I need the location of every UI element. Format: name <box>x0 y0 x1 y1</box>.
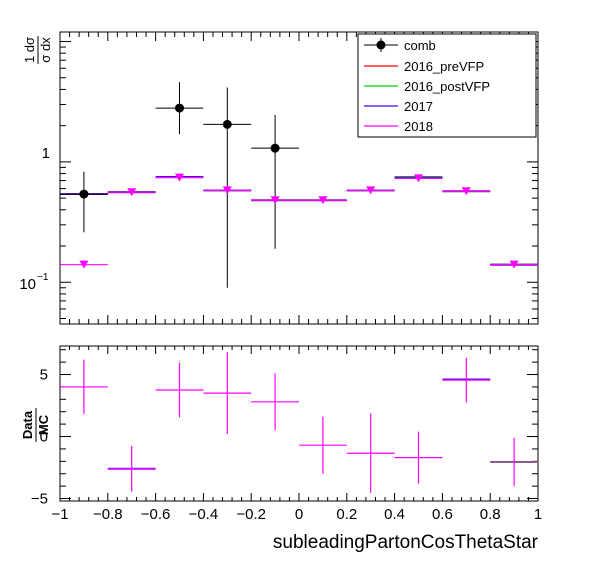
bottom-ylabel-denominator: MC <box>36 414 51 435</box>
top-comb-points <box>60 82 299 288</box>
xtick-label: −1 <box>51 506 68 523</box>
marker-2018-triangle <box>414 174 423 183</box>
top-ytick-0.1-base: 10 <box>19 276 36 293</box>
xtick-label: −0.4 <box>189 506 219 523</box>
legend: comb 2016_preVFP 2016_postVFP 2017 2018 <box>357 33 537 138</box>
top-panel: 1 10 −1 1 dσ σ dx comb 2016_preVFP <box>19 31 539 325</box>
top-2018-markers <box>60 173 538 269</box>
marker-2018-triangle <box>318 196 328 205</box>
top-ytick-0.1-exp: −1 <box>37 272 49 283</box>
top-ylabel-numerator: 1 dσ <box>22 37 37 63</box>
top-ytick-1: 1 <box>42 145 50 162</box>
bottom-xtick-labels: −1 −0.8 −0.6 −0.4 −0.2 0 0.2 0.4 0.6 0.8 1 <box>51 506 542 523</box>
bottom-ylabel: Data MC <box>20 408 51 442</box>
bottom-ylabel-numerator: Data <box>20 410 35 439</box>
bottom-ytick-labels: −5 0 5 <box>31 367 48 508</box>
comb-point <box>222 119 232 129</box>
legend-2016-postvfp-label: 2016_postVFP <box>404 79 490 94</box>
comb-point <box>270 143 280 153</box>
xtick-label: 0.6 <box>432 506 453 523</box>
marker-2018-triangle <box>175 173 184 182</box>
xtick-label: −0.6 <box>141 506 171 523</box>
legend-entry-comb: comb <box>364 38 436 53</box>
x-axis-label: subleadingPartonCosThetaStar <box>273 532 539 553</box>
top-axis-ticks <box>59 32 539 324</box>
marker-2018-triangle <box>270 196 280 205</box>
legend-entry-2016-postvfp: 2016_postVFP <box>364 79 490 94</box>
top-ylabel: 1 dσ σ dx <box>22 36 53 64</box>
marker-2018-triangle <box>366 186 376 195</box>
top-ytick-0.1: 10 −1 <box>19 272 49 293</box>
legend-entry-2016-prevfp: 2016_preVFP <box>364 59 484 74</box>
xtick-label: 1 <box>534 506 542 523</box>
top-ylabel-denominator: σ dx <box>38 37 53 63</box>
bottom-ytick-label: 0 <box>40 429 48 446</box>
comb-point <box>79 189 89 199</box>
xtick-label: 0.8 <box>480 506 501 523</box>
marker-2018-triangle <box>509 260 519 269</box>
xtick-label: 0.4 <box>384 506 405 523</box>
bottom-panel: −5 0 5 −1 −0.8 −0.6 −0.4 −0.2 0 0.2 0.4 0.6 0.8 1 Da… <box>20 345 542 553</box>
legend-comb-marker <box>376 40 386 50</box>
xtick-label: −0.2 <box>236 506 266 523</box>
bottom-ytick-label: 5 <box>40 367 48 384</box>
legend-entry-2017: 2017 <box>364 99 433 114</box>
comb-point <box>175 103 184 113</box>
marker-2018-triangle <box>461 187 471 196</box>
bottom-ratio-points <box>60 352 538 493</box>
marker-2018-triangle <box>127 188 137 197</box>
xtick-label: 0.2 <box>336 506 357 523</box>
marker-2018-triangle <box>222 186 232 195</box>
xtick-label: 0 <box>295 506 303 523</box>
legend-2018-label: 2018 <box>404 119 433 134</box>
legend-entry-2018: 2018 <box>364 119 433 134</box>
legend-2016-prevfp-label: 2016_preVFP <box>404 59 484 74</box>
xtick-label: −0.8 <box>93 506 123 523</box>
legend-comb-label: comb <box>404 38 436 53</box>
bottom-axis-ticks <box>59 346 539 501</box>
bottom-ytick-label: −5 <box>31 491 48 508</box>
legend-2017-label: 2017 <box>404 99 433 114</box>
marker-2018-triangle <box>79 260 89 269</box>
